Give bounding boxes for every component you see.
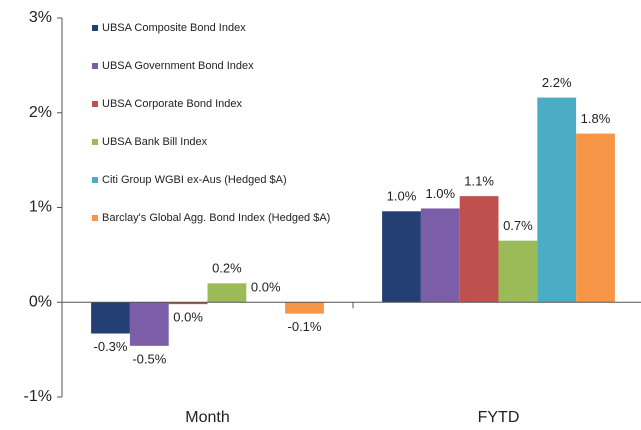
x-tick-label: Month [185, 409, 229, 426]
legend-label: Citi Group WGBI ex-Aus (Hedged $A) [102, 174, 287, 186]
value-label: -0.5% [132, 351, 166, 366]
value-label: 0.0% [173, 310, 203, 325]
value-label: 2.2% [542, 75, 572, 90]
bar [537, 97, 577, 303]
legend-swatch [92, 25, 98, 31]
value-label: 0.0% [251, 280, 281, 295]
value-label: 0.7% [503, 218, 533, 233]
value-label: 0.2% [212, 261, 242, 276]
value-label: 1.1% [464, 174, 494, 189]
legend-label: UBSA Corporate Bond Index [102, 98, 243, 110]
value-label: 1.8% [581, 111, 611, 126]
value-label: -0.3% [94, 339, 128, 354]
bar [382, 211, 421, 303]
legend-swatch [92, 215, 98, 221]
y-tick-label: 3% [29, 9, 52, 26]
value-label: 1.0% [387, 189, 417, 204]
legend-label: UBSA Government Bond Index [102, 60, 254, 72]
x-tick-label: FYTD [478, 409, 520, 426]
legend-swatch [92, 101, 98, 107]
y-tick-label: 1% [29, 199, 52, 216]
legend-swatch [92, 177, 98, 183]
y-tick-label: 0% [29, 293, 52, 310]
bar [207, 283, 247, 303]
bar [91, 302, 130, 334]
bar [576, 133, 615, 303]
y-tick-label: 2% [29, 104, 52, 121]
bar [459, 196, 499, 303]
legend-swatch [92, 139, 98, 145]
value-label: -0.1% [288, 319, 322, 334]
bar [285, 302, 324, 314]
legend-label: UBSA Composite Bond Index [102, 22, 246, 34]
y-tick-label: -1% [24, 388, 52, 405]
bar [420, 208, 460, 303]
legend-swatch [92, 63, 98, 69]
bar [498, 240, 538, 303]
legend-label: UBSA Bank Bill Index [102, 136, 208, 148]
value-label: 1.0% [425, 186, 455, 201]
bar [168, 302, 208, 305]
bar [129, 302, 169, 346]
legend-label: Barclay's Global Agg. Bond Index (Hedged… [102, 212, 330, 224]
